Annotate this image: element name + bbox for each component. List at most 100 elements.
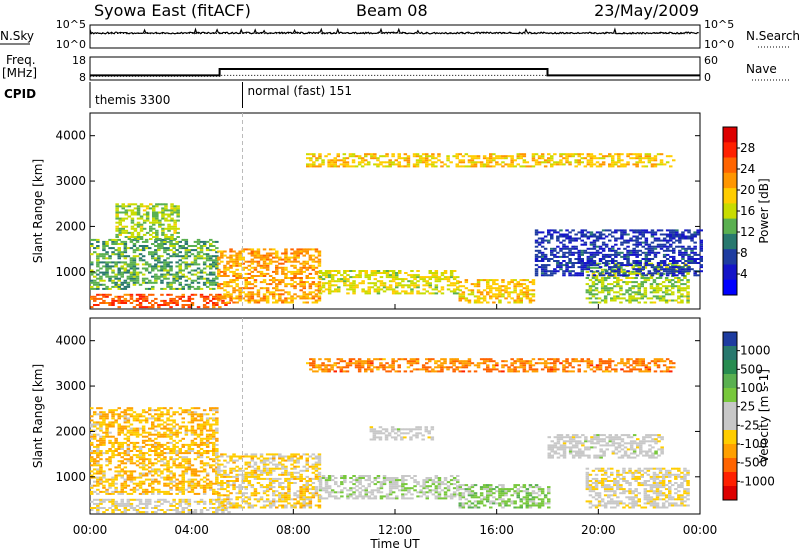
echo-cell: [166, 263, 170, 266]
echo-cell: [205, 472, 210, 475]
echo-cell: [215, 480, 219, 483]
echo-cell: [671, 283, 675, 286]
echo-cell: [318, 278, 323, 281]
echo-cell: [594, 297, 599, 300]
echo-cell: [138, 502, 143, 505]
echo-cell: [126, 413, 131, 416]
echo-cell: [419, 276, 423, 279]
echo-cell: [114, 263, 118, 266]
echo-cell: [583, 229, 588, 232]
echo-cell: [115, 225, 119, 228]
echo-cell: [190, 433, 195, 436]
echo-cell: [684, 249, 688, 252]
echo-cell: [135, 304, 140, 306]
echo-cell: [431, 165, 435, 168]
echo-cell: [111, 425, 115, 428]
echo-cell: [562, 247, 566, 250]
echo-cell: [139, 205, 144, 208]
echo-cell: [632, 229, 636, 232]
echo-cell: [531, 157, 536, 160]
echo-cell: [172, 245, 176, 247]
echo-cell: [680, 293, 684, 296]
echo-cell: [160, 299, 164, 302]
echo-cell: [580, 153, 584, 156]
echo-cell: [278, 504, 282, 507]
echo-cell: [272, 500, 276, 503]
echo-cell: [486, 283, 490, 286]
echo-cell: [461, 295, 466, 298]
echo-cell: [123, 478, 128, 481]
echo-cell: [620, 153, 624, 156]
echo-cell: [434, 284, 439, 287]
echo-cell: [608, 233, 612, 236]
echo-cell: [212, 511, 216, 514]
echo-cell: [571, 245, 575, 248]
echo-cell: [202, 271, 207, 274]
echo-cell: [160, 240, 164, 243]
echo-cell: [232, 264, 236, 267]
echo-cell: [632, 268, 636, 271]
echo-cell: [223, 254, 227, 257]
echo-cell: [238, 457, 242, 460]
echo-cell: [132, 255, 137, 258]
echo-cell: [268, 504, 273, 507]
echo-cell: [614, 260, 618, 262]
echo-cell: [594, 262, 599, 265]
echo-cell: [253, 268, 258, 271]
echo-cell: [583, 268, 588, 271]
echo-cell: [262, 299, 267, 302]
echo-cell: [473, 285, 478, 288]
echo-cell: [287, 482, 291, 484]
echo-cell: [138, 413, 143, 416]
echo-cell: [123, 279, 128, 282]
echo-cell: [458, 165, 462, 168]
echo-cell: [115, 215, 119, 218]
echo-cell: [388, 159, 392, 162]
echo-cell: [105, 257, 109, 260]
echo-cell: [637, 301, 641, 304]
echo-cell: [620, 159, 624, 162]
echo-cell: [293, 453, 297, 456]
echo-cell: [166, 423, 170, 426]
echo-cell: [339, 159, 344, 162]
echo-cell: [696, 258, 700, 260]
echo-cell: [550, 233, 554, 236]
echo-cell: [330, 161, 334, 164]
echo-cell: [379, 155, 383, 158]
echo-cell: [176, 236, 180, 238]
echo-cell: [623, 165, 627, 168]
echo-cell: [244, 279, 248, 282]
echo-cell: [603, 287, 608, 290]
echo-cell: [175, 261, 179, 264]
echo-cell: [619, 285, 623, 288]
echo-cell: [215, 281, 219, 284]
echo-cell: [346, 284, 350, 287]
echo-cell: [141, 452, 146, 455]
echo-cell: [123, 271, 128, 274]
echo-cell: [247, 475, 252, 478]
echo-cell: [265, 484, 270, 487]
echo-cell: [638, 268, 642, 271]
echo-cell: [111, 484, 115, 487]
echo-cell: [594, 266, 599, 269]
echo-cell: [504, 163, 508, 166]
echo-cell: [446, 288, 451, 291]
echo-cell: [367, 292, 371, 295]
echo-cell: [173, 211, 177, 214]
echo-cell: [601, 155, 606, 158]
echo-cell: [574, 274, 578, 277]
echo-cell: [525, 161, 530, 164]
echo-cell: [608, 239, 612, 242]
echo-cell: [154, 454, 158, 457]
echo-cell: [212, 435, 216, 438]
echo-cell: [138, 448, 143, 450]
echo-cell: [167, 238, 171, 240]
echo-cell: [102, 411, 106, 414]
echo-cell: [659, 274, 664, 277]
echo-cell: [172, 299, 176, 302]
echo-cell: [534, 241, 539, 244]
echo-cell: [262, 500, 267, 503]
echo-cell: [123, 421, 128, 424]
echo-cell: [93, 472, 97, 475]
echo-cell: [620, 235, 624, 238]
